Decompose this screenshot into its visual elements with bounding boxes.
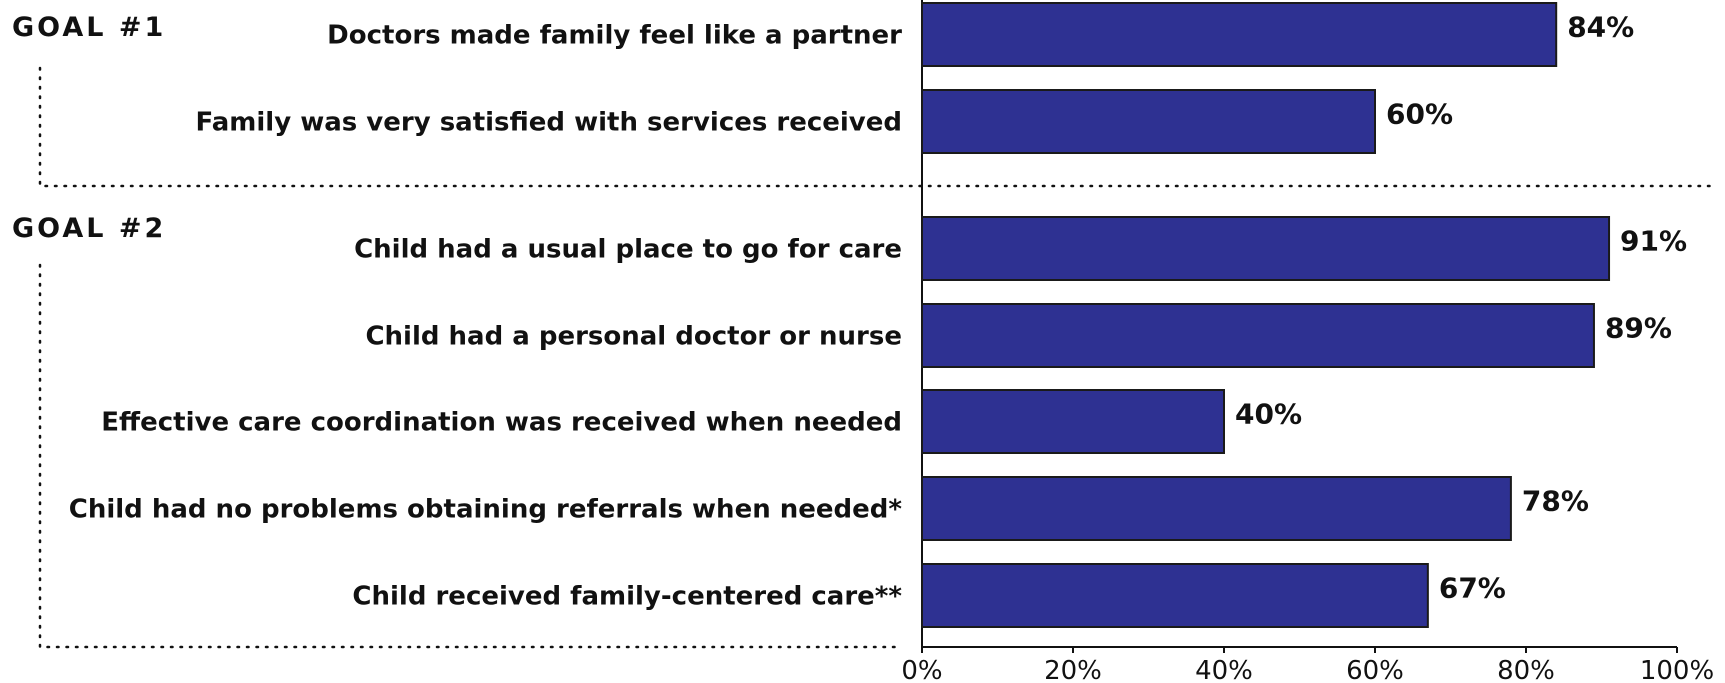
category-label: Doctors made family feel like a partner xyxy=(327,21,902,51)
data-label: 60% xyxy=(1386,98,1453,131)
category-label: Child had a personal doctor or nurse xyxy=(365,322,902,352)
goal-2-bracket xyxy=(38,263,902,649)
bar xyxy=(921,2,1558,67)
data-label: 91% xyxy=(1620,225,1687,258)
bar xyxy=(921,563,1429,628)
category-label: Child had a usual place to go for care xyxy=(354,235,902,265)
x-tick-label: 20% xyxy=(1044,656,1102,683)
labels-layer: GOAL #1 Doctors made family feel like a p… xyxy=(12,11,1687,612)
category-label: Child had no problems obtaining referral… xyxy=(69,495,903,525)
x-tick-label: 80% xyxy=(1497,656,1555,683)
data-label: 78% xyxy=(1522,485,1589,518)
category-label: Child received family-centered care** xyxy=(352,582,902,612)
bar xyxy=(921,389,1225,454)
bar xyxy=(921,303,1595,368)
data-label: 40% xyxy=(1235,398,1302,431)
bars-layer xyxy=(921,2,1611,628)
x-tick-label: 100% xyxy=(1640,656,1714,683)
bar xyxy=(921,476,1512,541)
goal-label: GOAL #1 xyxy=(12,12,166,43)
goal-1-bracket xyxy=(38,66,1712,188)
bar xyxy=(921,216,1611,281)
x-tick-label: 0% xyxy=(901,656,942,683)
data-label: 89% xyxy=(1605,312,1672,345)
bar xyxy=(921,89,1376,154)
x-tick-label: 40% xyxy=(1195,656,1253,683)
x-axis-ticks: 0% 20% 40% 60% 80% 100% xyxy=(901,647,1714,683)
category-label: Family was very satisfied with services … xyxy=(196,108,903,138)
data-label: 67% xyxy=(1439,572,1506,605)
data-label: 84% xyxy=(1567,11,1634,44)
x-tick-label: 60% xyxy=(1346,656,1404,683)
category-label: Effective care coordination was received… xyxy=(101,408,902,438)
goal-label: GOAL #2 xyxy=(12,213,166,244)
